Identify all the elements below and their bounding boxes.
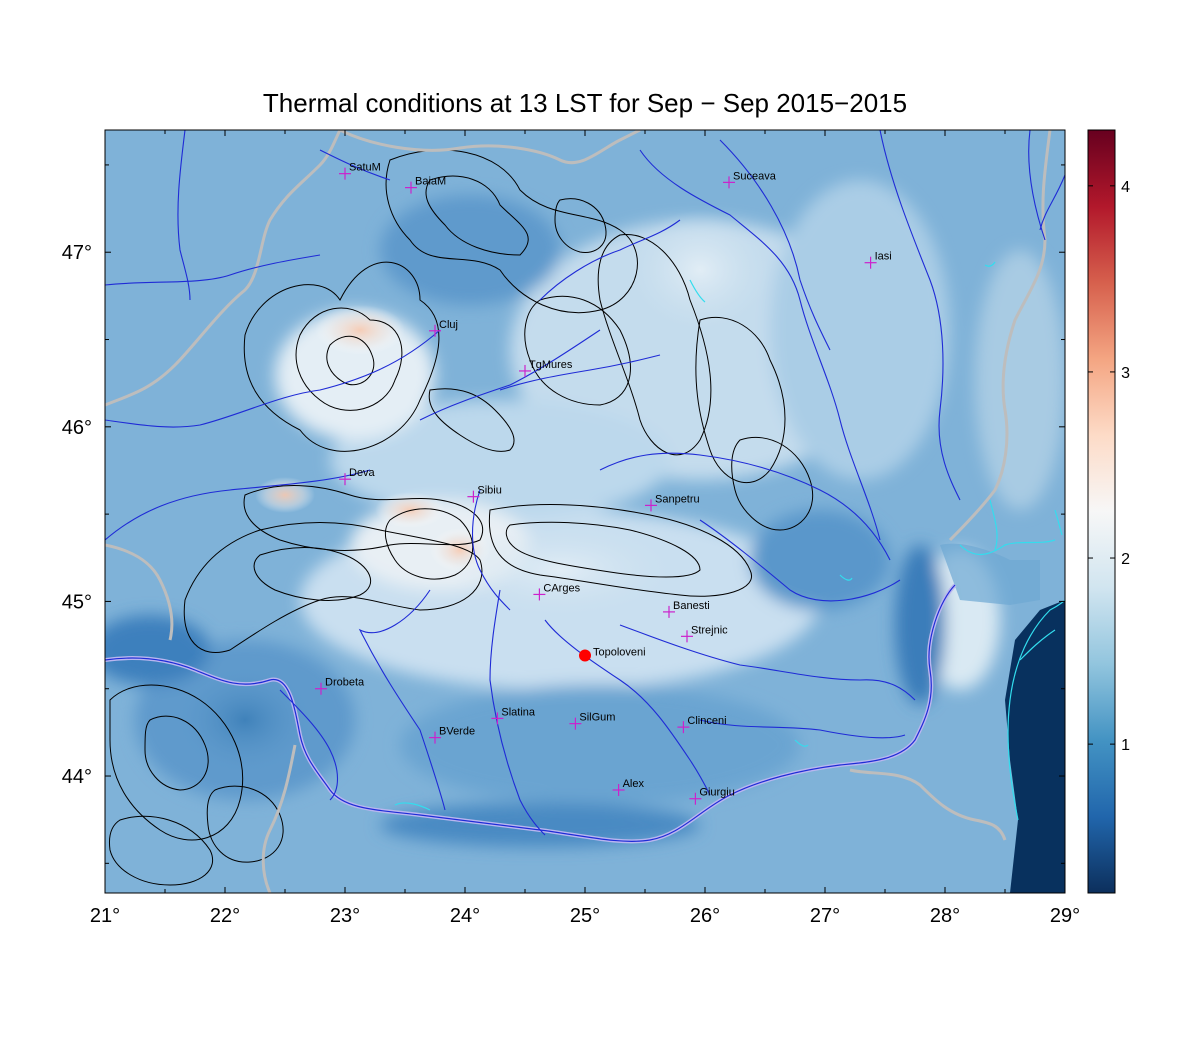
colorbar-tick-label: 1 [1121, 737, 1130, 754]
lat-tick-label: 44° [62, 766, 92, 788]
station-label: Alex [623, 778, 645, 790]
lon-tick-label: 24° [450, 905, 480, 927]
lon-tick-label: 29° [1050, 905, 1080, 927]
station-suceava: Suceava [723, 170, 777, 189]
station-satum: SatuM [339, 162, 381, 180]
station-iasi: Iasi [864, 251, 892, 269]
station-markers: SatuM BaiaM Suceava Iasi Cluj TgMures Deva Sibi… [315, 162, 892, 805]
lon-tick-label: 28° [930, 905, 960, 927]
lon-tick-label: 21° [90, 905, 120, 927]
station-deva: Deva [339, 467, 376, 486]
station-label: BaiaM [415, 176, 446, 188]
lat-tick-label: 47° [62, 242, 92, 264]
station-label: Deva [349, 467, 376, 479]
station-label: Clinceni [687, 715, 726, 727]
colorbar-tick-label: 3 [1121, 365, 1130, 382]
highlight-dot-icon [579, 649, 591, 662]
station-silgum: SilGum [569, 712, 615, 730]
station-banesti: Banesti [663, 600, 710, 618]
station-clinceni: Clinceni [677, 715, 727, 734]
station-cluj: Cluj [429, 319, 458, 337]
station-baiam: BaiaM [405, 176, 446, 194]
lat-tick-label: 45° [62, 591, 92, 613]
station-label: Suceava [733, 170, 777, 182]
station-alex: Alex [612, 778, 645, 796]
lon-tick-label: 26° [690, 905, 720, 927]
lakes-and-coast [394, 261, 1065, 821]
station-slatina: Slatina [491, 706, 536, 725]
station-label: Sanpetru [655, 493, 700, 505]
rivers [105, 130, 1065, 836]
station-label: Strejnic [691, 624, 728, 636]
lon-tick-label: 23° [330, 905, 360, 927]
lon-tick-label: 25° [570, 905, 600, 927]
station-carges: CArges [533, 582, 581, 601]
station-giurgiu: Giurgiu [689, 787, 735, 805]
station-label: TgMures [529, 359, 573, 371]
station-tgmures: TgMures [519, 359, 573, 377]
station-bverde: BVerde [429, 726, 475, 744]
station-label: Slatina [501, 706, 536, 718]
lon-tick-label: 27° [810, 905, 840, 927]
station-label: Drobeta [325, 677, 365, 689]
station-topoloveni: Topoloveni [579, 647, 646, 662]
colorbar: 1 2 3 4 [1087, 129, 1130, 894]
station-strejnic: Strejnic [681, 624, 728, 643]
map-axes: 21° 22° 23° 24° 25° 26° 27° 28° 29° 44° 45° 46° 47° [62, 130, 1080, 927]
map-title: Thermal conditions at 13 LST for Sep − S… [262, 88, 908, 118]
colorbar-gradient [1087, 129, 1116, 894]
lon-tick-label: 22° [210, 905, 240, 927]
station-sibiu: Sibiu [467, 485, 502, 503]
station-label: SilGum [579, 712, 615, 724]
station-label: Topoloveni [593, 647, 646, 659]
station-label: Cluj [439, 319, 458, 331]
station-label: Iasi [875, 251, 892, 263]
station-label: Giurgiu [699, 787, 734, 799]
station-sanpetru: Sanpetru [645, 493, 700, 512]
colorbar-tick-label: 4 [1121, 179, 1130, 196]
lat-tick-label: 46° [62, 417, 92, 439]
station-drobeta: Drobeta [315, 677, 365, 695]
temperature-field [105, 130, 1065, 893]
station-label: Sibiu [477, 485, 501, 497]
colorbar-ticks: 1 2 3 4 [1088, 179, 1130, 754]
station-label: BVerde [439, 726, 475, 738]
station-label: Banesti [673, 600, 710, 612]
station-label: CArges [543, 582, 580, 594]
station-label: SatuM [349, 162, 381, 174]
colorbar-tick-label: 2 [1121, 551, 1130, 568]
